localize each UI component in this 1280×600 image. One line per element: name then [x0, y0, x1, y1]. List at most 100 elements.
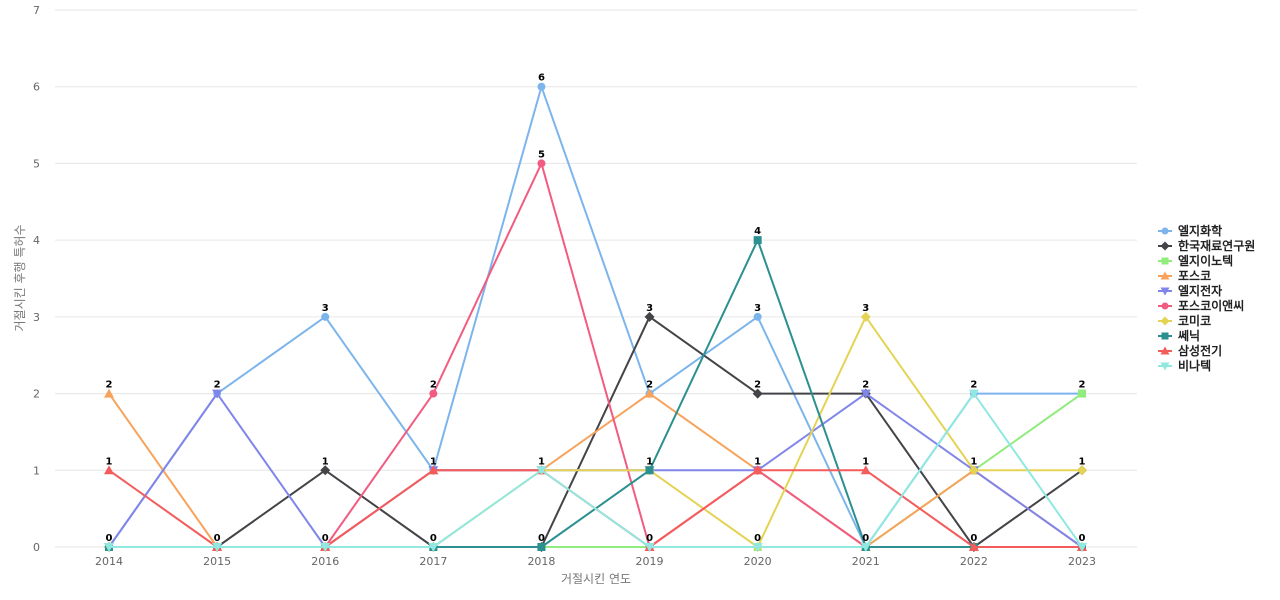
data-point: [429, 389, 438, 398]
legend-label: 삼성전기: [1178, 343, 1222, 358]
data-label: 2: [646, 380, 653, 391]
data-point: [1078, 389, 1086, 398]
data-point: [752, 388, 763, 399]
series-5: [105, 159, 1086, 551]
data-label: 3: [754, 303, 761, 314]
data-point: [968, 389, 979, 399]
y-tick-label: 6: [33, 81, 40, 94]
data-point: [644, 543, 655, 552]
data-point: [428, 543, 439, 552]
legend-marker: [1160, 316, 1170, 326]
legend-marker: [1161, 302, 1169, 310]
y-tick-label: 1: [33, 464, 40, 477]
data-point: [1077, 543, 1087, 552]
data-point: [860, 311, 871, 322]
data-point: [860, 389, 871, 399]
data-label: 2: [106, 380, 113, 391]
legend-item[interactable]: 포스코: [1158, 269, 1211, 283]
data-point: [537, 159, 546, 168]
data-label: 0: [106, 533, 113, 544]
x-tick-label: 2023: [1068, 555, 1096, 568]
data-label: 6: [538, 73, 545, 84]
data-label: 0: [970, 533, 977, 544]
legend-label: 코미코: [1178, 313, 1211, 328]
x-tick-label: 2015: [203, 555, 231, 568]
legend-label: 포스코: [1178, 269, 1211, 283]
data-label: 5: [538, 149, 545, 160]
data-point: [428, 465, 439, 475]
legend: 엘지화학한국재료연구원엘지이노텍포스코엘지전자포스코이앤씨코미코쎄닉삼성전기비나…: [1158, 223, 1255, 373]
x-tick-label: 2022: [960, 555, 988, 568]
legend-item[interactable]: 엘지화학: [1158, 223, 1222, 238]
y-tick-label: 3: [33, 311, 40, 324]
legend-marker: [1161, 332, 1169, 340]
data-label: 2: [970, 380, 977, 391]
x-tick-label: 2016: [311, 555, 339, 568]
legend-label: 비나텍: [1178, 358, 1211, 373]
series-lines: [104, 82, 1087, 552]
legend-item[interactable]: 코미코: [1158, 313, 1211, 328]
data-label: 0: [1079, 533, 1086, 544]
legend-marker: [1160, 346, 1170, 355]
data-point: [1077, 465, 1087, 476]
data-label: 0: [430, 533, 437, 544]
legend-item[interactable]: 한국재료연구원: [1158, 238, 1255, 253]
legend-marker: [1161, 257, 1169, 265]
data-point: [860, 543, 871, 552]
legend-marker: [1161, 227, 1169, 235]
data-point: [537, 82, 546, 91]
data-point: [320, 543, 331, 552]
legend-item[interactable]: 비나텍: [1158, 358, 1211, 373]
data-point: [753, 312, 762, 321]
x-tick-label: 2021: [852, 555, 880, 568]
data-point: [212, 543, 223, 552]
data-label: 3: [862, 303, 869, 314]
legend-item[interactable]: 쎄닉: [1158, 328, 1200, 343]
legend-item[interactable]: 엘지이노텍: [1158, 253, 1233, 268]
legend-label: 한국재료연구원: [1178, 238, 1255, 253]
y-tick-label: 0: [33, 541, 40, 554]
data-label: 1: [646, 456, 653, 467]
legend-item[interactable]: 포스코이앤씨: [1158, 298, 1244, 313]
data-point: [752, 465, 763, 475]
data-label: 0: [646, 533, 653, 544]
legend-label: 엘지전자: [1178, 283, 1222, 298]
data-label: 0: [322, 533, 329, 544]
series-9: [104, 389, 1087, 552]
x-tick-label: 2020: [744, 555, 772, 568]
data-point: [645, 466, 654, 475]
data-label: 2: [214, 380, 221, 391]
data-label: 0: [538, 533, 545, 544]
legend-item[interactable]: 엘지전자: [1158, 283, 1222, 298]
data-label: 2: [430, 380, 437, 391]
data-label: 1: [322, 456, 329, 467]
data-point: [104, 543, 114, 552]
data-point: [104, 388, 114, 398]
data-point: [321, 312, 330, 321]
x-axis-title: 거절시킨 연도: [561, 572, 631, 586]
y-axis-title: 거절시킨 후행 특허수: [12, 225, 27, 332]
x-tick-label: 2018: [527, 555, 555, 568]
data-point: [212, 389, 223, 399]
series-line: [109, 392, 1083, 548]
y-tick-label: 5: [33, 157, 40, 170]
y-tick-label: 4: [33, 234, 40, 247]
data-point: [536, 466, 547, 476]
data-point: [968, 465, 979, 476]
data-label: 1: [106, 456, 113, 467]
legend-marker: [1160, 271, 1170, 280]
data-label: 0: [214, 533, 221, 544]
data-point: [320, 465, 331, 476]
legend-marker: [1160, 241, 1170, 251]
legend-item[interactable]: 삼성전기: [1158, 343, 1222, 358]
x-tick-label: 2017: [419, 555, 447, 568]
y-tick-label: 7: [33, 4, 40, 17]
legend-label: 쎄닉: [1178, 328, 1200, 343]
x-tick-label: 2019: [636, 555, 664, 568]
legend-label: 포스코이앤씨: [1178, 298, 1244, 313]
data-labels: 2 1 0 2 0 3 1 0 2 1 0 6 5 1 0 3 2 1 0 4 3 2 1 0 3 2 1 0 2 1 0 2 1 0: [106, 73, 1086, 544]
data-label: 1: [538, 456, 545, 467]
data-label: 1: [1079, 456, 1086, 467]
data-label: 2: [754, 380, 761, 391]
